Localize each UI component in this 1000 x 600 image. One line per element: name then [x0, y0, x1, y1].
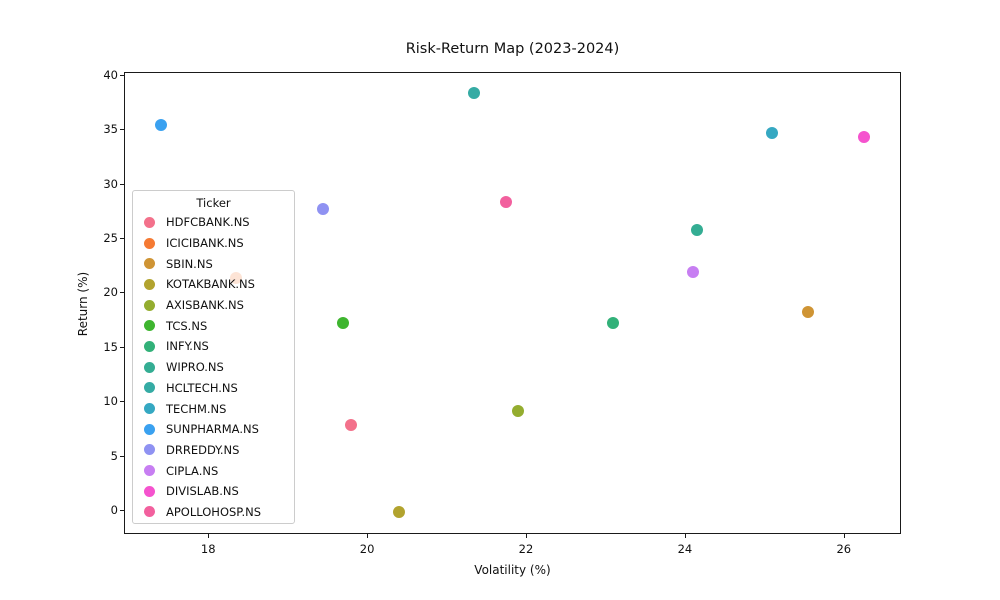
tick-y-35 — [120, 129, 124, 131]
legend-item-cipla-ns: CIPLA.NS — [133, 460, 294, 481]
scatter-point-sunpharma-ns — [154, 118, 167, 131]
tick-label-x-20: 20 — [359, 542, 375, 556]
legend-label-infy-ns: INFY.NS — [166, 339, 209, 354]
legend-label-axisbank-ns: AXISBANK.NS — [166, 298, 244, 313]
legend-item-techm-ns: TECHM.NS — [133, 398, 294, 419]
legend-item-apollohosp-ns: APOLLOHOSP.NS — [133, 502, 294, 523]
legend-label-techm-ns: TECHM.NS — [166, 401, 227, 416]
legend-label-cipla-ns: CIPLA.NS — [166, 463, 219, 478]
scatter-point-wipro-ns — [690, 224, 703, 237]
legend-swatch-techm-ns — [144, 403, 155, 415]
legend-item-infy-ns: INFY.NS — [133, 336, 294, 357]
legend-label-sbin-ns: SBIN.NS — [166, 256, 213, 271]
legend-label-wipro-ns: WIPRO.NS — [166, 360, 224, 375]
scatter-point-tcs-ns — [337, 316, 350, 329]
tick-label-y-0: 0 — [110, 503, 118, 518]
legend-item-hdfcbank-ns: HDFCBANK.NS — [133, 212, 294, 233]
legend-swatch-sbin-ns — [144, 258, 155, 270]
scatter-point-kotakbank-ns — [392, 506, 405, 519]
chart-title: Risk-Return Map (2023-2024) — [405, 41, 620, 57]
tick-label-y-10: 10 — [103, 394, 118, 409]
legend-label-drreddy-ns: DRREDDY.NS — [166, 442, 240, 457]
legend-label-apollohosp-ns: APOLLOHOSP.NS — [166, 504, 262, 519]
legend-swatch-sunpharma-ns — [144, 423, 155, 435]
tick-y-25 — [120, 237, 124, 239]
tick-y-5 — [120, 455, 124, 457]
legend-swatch-icicibank-ns — [144, 237, 155, 249]
legend-item-wipro-ns: WIPRO.NS — [133, 357, 294, 378]
legend-item-tcs-ns: TCS.NS — [133, 315, 294, 336]
scatter-point-axisbank-ns — [512, 405, 525, 418]
legend-item-icicibank-ns: ICICIBANK.NS — [133, 233, 294, 254]
legend-swatch-hdfcbank-ns — [144, 216, 155, 228]
tick-label-x-18: 18 — [200, 542, 216, 556]
tick-label-y-15: 15 — [103, 339, 118, 354]
legend-label-hcltech-ns: HCLTECH.NS — [166, 380, 238, 395]
tick-x-20 — [367, 534, 369, 538]
legend-items: HDFCBANK.NS ICICIBANK.NS SBIN.NS KOTAKBANK.… — [133, 212, 294, 522]
tick-y-15 — [120, 346, 124, 348]
tick-label-x-26: 26 — [836, 542, 852, 556]
legend-swatch-divislab-ns — [144, 485, 155, 497]
scatter-point-sbin-ns — [802, 305, 815, 318]
legend-item-divislab-ns: DIVISLAB.NS — [133, 481, 294, 502]
x-axis-label: Volatility (%) — [474, 563, 551, 577]
legend-swatch-tcs-ns — [144, 320, 155, 332]
tick-y-0 — [120, 510, 124, 512]
tick-label-y-20: 20 — [103, 285, 118, 300]
legend-item-hcltech-ns: HCLTECH.NS — [133, 378, 294, 399]
tick-label-y-30: 30 — [103, 176, 118, 191]
tick-y-10 — [120, 401, 124, 403]
legend-swatch-hcltech-ns — [144, 382, 155, 394]
legend-title: Ticker — [196, 196, 231, 210]
tick-label-x-22: 22 — [518, 542, 534, 556]
tick-x-18 — [208, 534, 210, 538]
scatter-point-techm-ns — [766, 127, 779, 140]
tick-label-y-25: 25 — [103, 230, 118, 245]
legend-label-icicibank-ns: ICICIBANK.NS — [166, 236, 244, 251]
tick-y-40 — [120, 74, 124, 76]
legend-swatch-kotakbank-ns — [144, 278, 155, 290]
legend: Ticker HDFCBANK.NS ICICIBANK.NS SBIN.NS KOT… — [132, 190, 295, 524]
legend-swatch-axisbank-ns — [144, 299, 155, 311]
scatter-point-hcltech-ns — [468, 87, 481, 100]
tick-x-26 — [843, 534, 845, 538]
scatter-point-hdfcbank-ns — [345, 419, 358, 432]
legend-swatch-cipla-ns — [144, 465, 155, 477]
scatter-point-drreddy-ns — [317, 202, 330, 215]
legend-label-hdfcbank-ns: HDFCBANK.NS — [166, 215, 250, 230]
legend-swatch-apollohosp-ns — [144, 506, 155, 518]
legend-item-kotakbank-ns: KOTAKBANK.NS — [133, 274, 294, 295]
legend-item-sunpharma-ns: SUNPHARMA.NS — [133, 419, 294, 440]
legend-swatch-infy-ns — [144, 340, 155, 352]
tick-x-24 — [684, 534, 686, 538]
legend-label-divislab-ns: DIVISLAB.NS — [166, 484, 239, 499]
legend-label-tcs-ns: TCS.NS — [166, 318, 208, 333]
legend-label-sunpharma-ns: SUNPHARMA.NS — [166, 422, 259, 437]
legend-swatch-wipro-ns — [144, 361, 155, 373]
tick-label-y-5: 5 — [110, 448, 118, 463]
scatter-point-divislab-ns — [857, 130, 870, 143]
tick-x-22 — [526, 534, 527, 538]
legend-item-sbin-ns: SBIN.NS — [133, 253, 294, 274]
legend-item-axisbank-ns: AXISBANK.NS — [133, 295, 294, 316]
tick-label-x-24: 24 — [677, 542, 693, 556]
tick-label-y-35: 35 — [103, 122, 118, 137]
tick-y-30 — [120, 183, 124, 185]
scatter-point-cipla-ns — [686, 265, 699, 278]
legend-label-kotakbank-ns: KOTAKBANK.NS — [166, 277, 255, 292]
scatter-point-apollohosp-ns — [500, 196, 513, 209]
tick-y-20 — [120, 292, 124, 294]
legend-swatch-drreddy-ns — [144, 444, 155, 456]
scatter-point-infy-ns — [607, 316, 620, 329]
y-axis-label: Return (%) — [76, 271, 90, 337]
legend-item-drreddy-ns: DRREDDY.NS — [133, 440, 294, 461]
tick-label-y-40: 40 — [103, 67, 118, 82]
